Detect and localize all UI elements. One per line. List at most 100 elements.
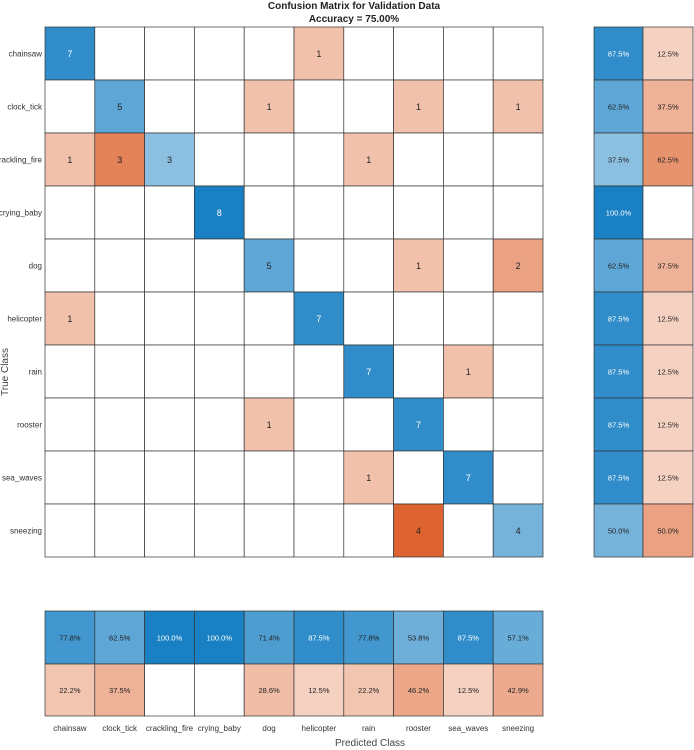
matrix-cell [243,132,295,187]
matrix-cell [492,291,544,346]
matrix-cell [94,238,145,293]
matrix-cell [293,185,345,240]
col-summary-correct-cell [144,610,195,665]
matrix-cell [194,238,245,293]
col-summary-value: 100.0% [207,634,233,643]
col-summary-correct-cell [492,610,544,665]
row-summary: 87.5% 12.5% 62.5% 37.5% 37.5% 62.5% 100.0% 62.5… [593,26,694,558]
col-summary-correct-cell [194,610,245,665]
row-summary-value: 87.5% [608,50,630,59]
column-label: crackling_fire [146,724,194,733]
matrix-cell [44,238,96,293]
matrix-cell [492,450,544,505]
matrix-cell [243,503,295,558]
cell-count: 1 [67,155,72,165]
matrix-cell [94,344,145,399]
row-label: clock_tick [7,103,43,112]
matrix-cell [243,291,295,346]
col-summary-incorrect-cell [293,663,345,717]
cell-count: 5 [267,261,272,271]
matrix-cell [243,450,295,505]
matrix-cell [94,503,145,558]
matrix-cell [243,344,295,399]
cell-count: 7 [466,473,471,483]
row-label: helicopter [7,315,42,324]
matrix-cell [492,26,544,81]
cell-count: 1 [67,314,72,324]
matrix-cell [243,185,295,240]
column-summary: 77.8% 62.5% 100.0% 100.0% 71.4% 87.5% 77.8% 53.… [44,610,544,717]
col-summary-value: 37.5% [109,686,131,695]
col-summary-incorrect-cell [343,663,394,717]
matrix-cell [293,291,345,346]
matrix-cell [443,503,494,558]
row-summary-correct-cell [593,344,644,399]
matrix-cell [94,185,145,240]
col-summary-value: 22.2% [358,686,380,695]
matrix-cell [44,397,96,452]
matrix-cell [44,79,96,134]
row-summary-value: 87.5% [608,474,630,483]
matrix-cell [144,79,195,134]
cell-count: 4 [516,526,521,536]
col-summary-incorrect-cell [393,663,444,717]
matrix-cell [443,291,494,346]
matrix-cell [343,132,394,187]
col-summary-incorrect-cell [94,663,145,717]
y-axis-label: True Class [0,348,11,396]
column-label: sea_waves [448,724,488,733]
matrix-cell [393,238,444,293]
matrix-cell [443,397,494,452]
row-summary-value: 62.5% [608,262,630,271]
matrix-cell [393,397,444,452]
matrix-cell [194,397,245,452]
chart-title: Confusion Matrix for Validation Data [268,1,441,12]
matrix-cell [343,397,394,452]
cell-count: 1 [316,49,321,59]
cell-count: 3 [117,155,122,165]
matrix-cells: 7 1 5 1 1 1 1 3 3 1 8 5 1 2 1 7 7 1 1 7 1 7 4 4 [44,26,544,558]
col-summary-value: 12.5% [308,686,330,695]
cell-count: 1 [416,102,421,112]
matrix-cell [343,26,394,81]
row-summary-incorrect-cell [642,397,694,452]
matrix-cell [443,185,494,240]
row-summary-value: 62.5% [608,103,630,112]
col-summary-value: 53.8% [408,634,430,643]
col-summary-value: 62.5% [109,634,131,643]
matrix-cell [293,344,345,399]
row-summary-incorrect-cell [642,238,694,293]
matrix-cell [94,79,145,134]
matrix-cell [343,344,394,399]
matrix-cell [393,344,444,399]
col-summary-value: 77.8% [358,634,380,643]
col-summary-value: 87.5% [458,634,480,643]
row-summary-value: 50.0% [657,527,679,536]
matrix-cell [144,344,195,399]
row-label: chainsaw [9,50,43,59]
col-summary-value: 71.4% [258,634,280,643]
col-summary-incorrect-cell [194,663,245,717]
col-summary-value: 46.2% [408,686,430,695]
column-label: dog [262,724,275,733]
matrix-cell [492,79,544,134]
matrix-cell [144,503,195,558]
column-label: chainsaw [53,724,87,733]
cell-count: 5 [117,102,122,112]
matrix-cell [243,26,295,81]
matrix-cell [343,238,394,293]
matrix-cell [194,79,245,134]
row-summary-value: 12.5% [657,50,679,59]
cell-count: 1 [267,420,272,430]
matrix-cell [44,185,96,240]
row-summary-value: 100.0% [606,209,632,218]
matrix-cell [44,26,96,81]
matrix-cell [492,238,544,293]
matrix-cell [393,291,444,346]
matrix-cell [243,238,295,293]
column-label: sneezing [502,724,534,733]
matrix-cell [443,344,494,399]
col-summary-value: 87.5% [308,634,330,643]
cell-count: 7 [366,367,371,377]
